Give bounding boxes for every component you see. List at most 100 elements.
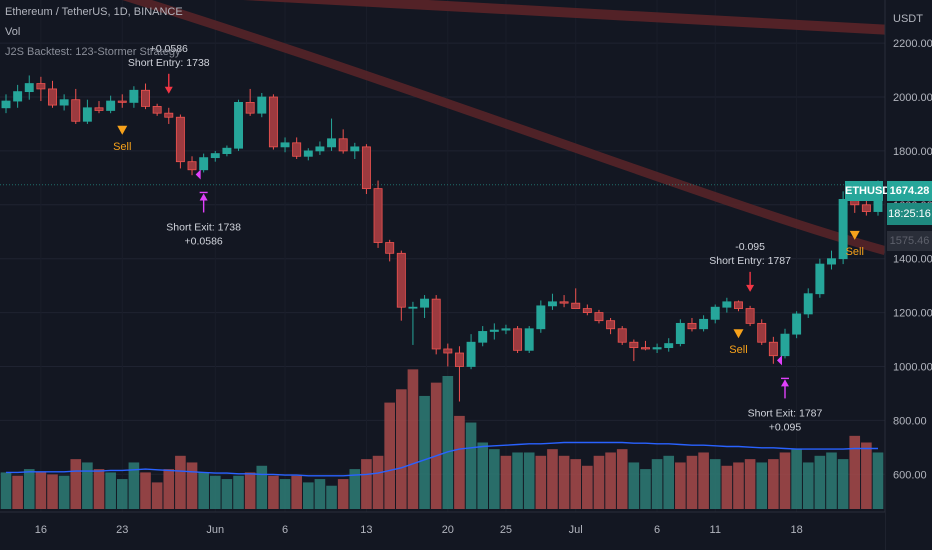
candle-body[interactable] (292, 142, 302, 157)
candle-body[interactable] (734, 301, 743, 309)
candle-body[interactable] (699, 318, 709, 330)
strategy-legend[interactable]: J2S Backtest: 123-Stormer Strategy (5, 46, 181, 58)
candle-body[interactable] (815, 263, 825, 295)
sell-marker-icon (117, 125, 128, 135)
short-entry-arrowhead-icon (746, 284, 755, 292)
candle-body[interactable] (152, 106, 162, 114)
candle-body[interactable] (594, 312, 604, 322)
candle-body[interactable] (443, 348, 453, 354)
short-entry-pnl: -0.095 (735, 241, 765, 253)
price-tick-label: 2000.00 (893, 92, 932, 104)
volume-bar (733, 462, 744, 509)
candle-body[interactable] (164, 112, 174, 118)
candle-body[interactable] (24, 83, 34, 93)
candle-body[interactable] (257, 96, 267, 114)
candle-body[interactable] (373, 188, 383, 243)
candle-body[interactable] (559, 301, 569, 304)
candle-body[interactable] (675, 322, 685, 344)
candle-body[interactable] (361, 146, 371, 190)
volume-bar (593, 455, 605, 509)
candle-body[interactable] (780, 333, 790, 357)
candle-body[interactable] (524, 328, 534, 351)
candle-body[interactable] (234, 102, 244, 149)
candle-body[interactable] (129, 89, 139, 103)
candle-body[interactable] (396, 252, 406, 308)
candle-body[interactable] (210, 153, 220, 159)
candle-body[interactable] (629, 341, 639, 349)
candle-body[interactable] (13, 91, 23, 102)
last-price-tag: 1674.28 (887, 181, 932, 201)
candle-body[interactable] (82, 107, 92, 122)
candle-body[interactable] (489, 329, 499, 332)
time-axis-band (0, 512, 885, 550)
candle-body[interactable] (141, 89, 150, 107)
candle-body[interactable] (94, 107, 104, 111)
volume-bar (23, 469, 35, 509)
candle-body[interactable] (617, 328, 627, 343)
candle-body[interactable] (350, 146, 360, 152)
volume-bar (558, 455, 570, 509)
candle-body[interactable] (117, 100, 127, 103)
candle-body[interactable] (245, 102, 255, 114)
volume-bar (116, 479, 128, 509)
volume-bar (12, 475, 23, 509)
candle-body[interactable] (71, 99, 81, 122)
candle-body[interactable] (664, 343, 674, 349)
candle-body[interactable] (431, 298, 441, 350)
candle-body[interactable] (106, 100, 116, 111)
candle-body[interactable] (710, 306, 720, 320)
candle-body[interactable] (268, 96, 278, 148)
time-tick-label: 25 (500, 524, 512, 536)
volume-legend[interactable]: Vol (5, 26, 21, 38)
candle-body[interactable] (571, 302, 581, 309)
candle-body[interactable] (408, 306, 418, 309)
symbol-legend[interactable]: Ethereum / TetherUS, 1D, BINANCE (5, 6, 183, 18)
candle-body[interactable] (687, 322, 697, 330)
volume-bar (419, 395, 430, 509)
candle-body[interactable] (315, 146, 325, 152)
candle-body[interactable] (222, 147, 232, 154)
candle-body[interactable] (466, 341, 476, 367)
candle-body[interactable] (640, 347, 650, 350)
candle-body[interactable] (478, 331, 488, 343)
candle-body[interactable] (792, 313, 802, 335)
candle-body[interactable] (48, 88, 57, 106)
candle-body[interactable] (327, 138, 337, 148)
candle-body[interactable] (722, 301, 732, 308)
candle-body[interactable] (175, 116, 185, 163)
candle-body[interactable] (385, 242, 395, 254)
volume-bar (58, 475, 70, 509)
candle-body[interactable] (606, 320, 616, 330)
candle-body[interactable] (582, 308, 592, 313)
short-entry-pnl: +0.0586 (150, 43, 188, 55)
candle-body[interactable] (513, 328, 523, 351)
volume-bar (163, 469, 175, 509)
volume-bar (791, 449, 802, 509)
candle-body[interactable] (861, 204, 871, 212)
candle-body[interactable] (768, 341, 778, 357)
short-entry-label: Short Entry: 1738 (128, 57, 210, 69)
candle-body[interactable] (757, 322, 767, 343)
candle-body[interactable] (338, 138, 348, 152)
candle-body[interactable] (501, 328, 511, 331)
candle-body[interactable] (803, 293, 813, 315)
volume-bar (337, 479, 349, 509)
candle-body[interactable] (303, 150, 313, 157)
candle-body[interactable] (280, 142, 290, 148)
candle-body[interactable] (420, 298, 430, 308)
candle-body[interactable] (745, 308, 755, 324)
candle-body[interactable] (187, 161, 197, 171)
candle-body[interactable] (827, 258, 836, 265)
candle-body[interactable] (454, 352, 464, 367)
candle-body[interactable] (838, 199, 848, 260)
candle-body[interactable] (652, 347, 662, 350)
sell-label: Sell (846, 246, 864, 258)
time-tick-label: 16 (35, 524, 47, 536)
candle-body[interactable] (36, 83, 46, 90)
candle-body[interactable] (536, 305, 546, 330)
candle-body[interactable] (59, 99, 69, 106)
candle-body[interactable] (1, 100, 11, 109)
candle-body[interactable] (199, 157, 209, 171)
candle-body[interactable] (547, 301, 557, 307)
